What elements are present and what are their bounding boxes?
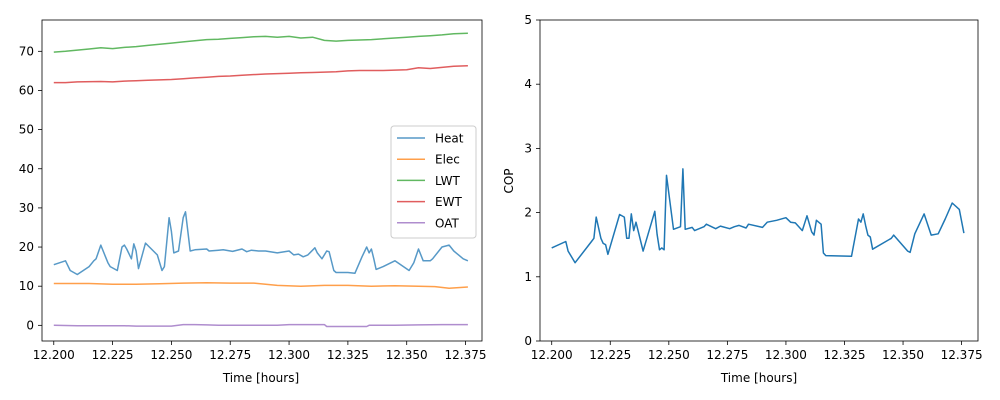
legend-label-ewt: EWT xyxy=(435,195,462,209)
right-x-tick-label: 12.225 xyxy=(589,348,631,362)
right-y-axis-label: COP xyxy=(502,168,516,193)
left-x-tick-label: 12.350 xyxy=(386,348,428,362)
right-y-ticks: 0 1 2 3 4 5 xyxy=(524,13,540,348)
right-x-tick-label: 12.350 xyxy=(882,348,924,362)
right-y-tick-label: 2 xyxy=(524,206,532,220)
left-x-tick-label: 12.300 xyxy=(268,348,310,362)
right-x-axis-label: Time [hours] xyxy=(720,371,797,385)
left-y-tick-label: 30 xyxy=(19,201,34,215)
left-x-tick-label: 12.275 xyxy=(209,348,251,362)
legend-label-oat: OAT xyxy=(435,216,460,230)
left-y-tick-label: 50 xyxy=(19,123,34,137)
left-series-lwt-line xyxy=(53,32,468,53)
left-x-tick-label: 12.375 xyxy=(445,348,487,362)
right-x-tick-label: 12.275 xyxy=(706,348,748,362)
legend-label-lwt: LWT xyxy=(435,174,460,188)
left-y-tick-label: 0 xyxy=(26,318,34,332)
right-chart: 12.200 12.225 12.250 12.275 12.300 12.325 12.3… xyxy=(502,13,983,385)
left-y-ticks: 0 10 20 30 40 50 60 70 xyxy=(19,44,42,332)
left-axes-frame xyxy=(41,19,483,342)
left-chart: 12.200 12.225 12.250 12.275 12.300 12.325 12.3… xyxy=(19,19,487,385)
left-x-tick-label: 12.250 xyxy=(150,348,192,362)
right-x-tick-label: 12.375 xyxy=(941,348,983,362)
right-axes-frame xyxy=(539,19,979,342)
right-y-tick-label: 3 xyxy=(524,141,532,155)
left-y-tick-label: 60 xyxy=(19,83,34,97)
right-plot-lines xyxy=(551,168,965,264)
right-x-tick-label: 12.325 xyxy=(823,348,865,362)
right-x-tick-label: 12.200 xyxy=(531,348,573,362)
left-series-oat-line xyxy=(53,323,468,328)
right-series-cop-line xyxy=(551,168,965,264)
legend-label-elec: Elec xyxy=(435,153,460,167)
left-x-ticks: 12.200 12.225 12.250 12.275 12.300 12.325 12.3… xyxy=(33,341,487,362)
right-x-tick-label: 12.300 xyxy=(765,348,807,362)
right-x-ticks: 12.200 12.225 12.250 12.275 12.300 12.325 12.3… xyxy=(531,341,983,362)
left-series-elec-line xyxy=(53,281,468,289)
right-y-tick-label: 4 xyxy=(524,77,532,91)
left-legend: Heat Elec LWT EWT OAT xyxy=(390,125,477,239)
left-series-ewt-line xyxy=(53,65,468,84)
left-y-tick-label: 20 xyxy=(19,240,34,254)
left-series-heat-line xyxy=(53,211,469,276)
legend-box xyxy=(390,125,477,239)
right-y-tick-label: 5 xyxy=(524,13,532,27)
right-y-tick-label: 0 xyxy=(524,334,532,348)
left-x-axis-label: Time [hours] xyxy=(222,371,299,385)
right-y-tick-label: 1 xyxy=(524,270,532,284)
right-x-tick-label: 12.250 xyxy=(648,348,690,362)
left-y-tick-label: 40 xyxy=(19,162,34,176)
left-x-tick-label: 12.200 xyxy=(33,348,75,362)
legend-label-heat: Heat xyxy=(435,132,464,146)
left-y-tick-label: 10 xyxy=(19,279,34,293)
left-plot-lines xyxy=(53,32,469,328)
left-y-tick-label: 70 xyxy=(19,44,34,58)
left-x-tick-label: 12.225 xyxy=(92,348,134,362)
left-x-tick-label: 12.325 xyxy=(327,348,369,362)
